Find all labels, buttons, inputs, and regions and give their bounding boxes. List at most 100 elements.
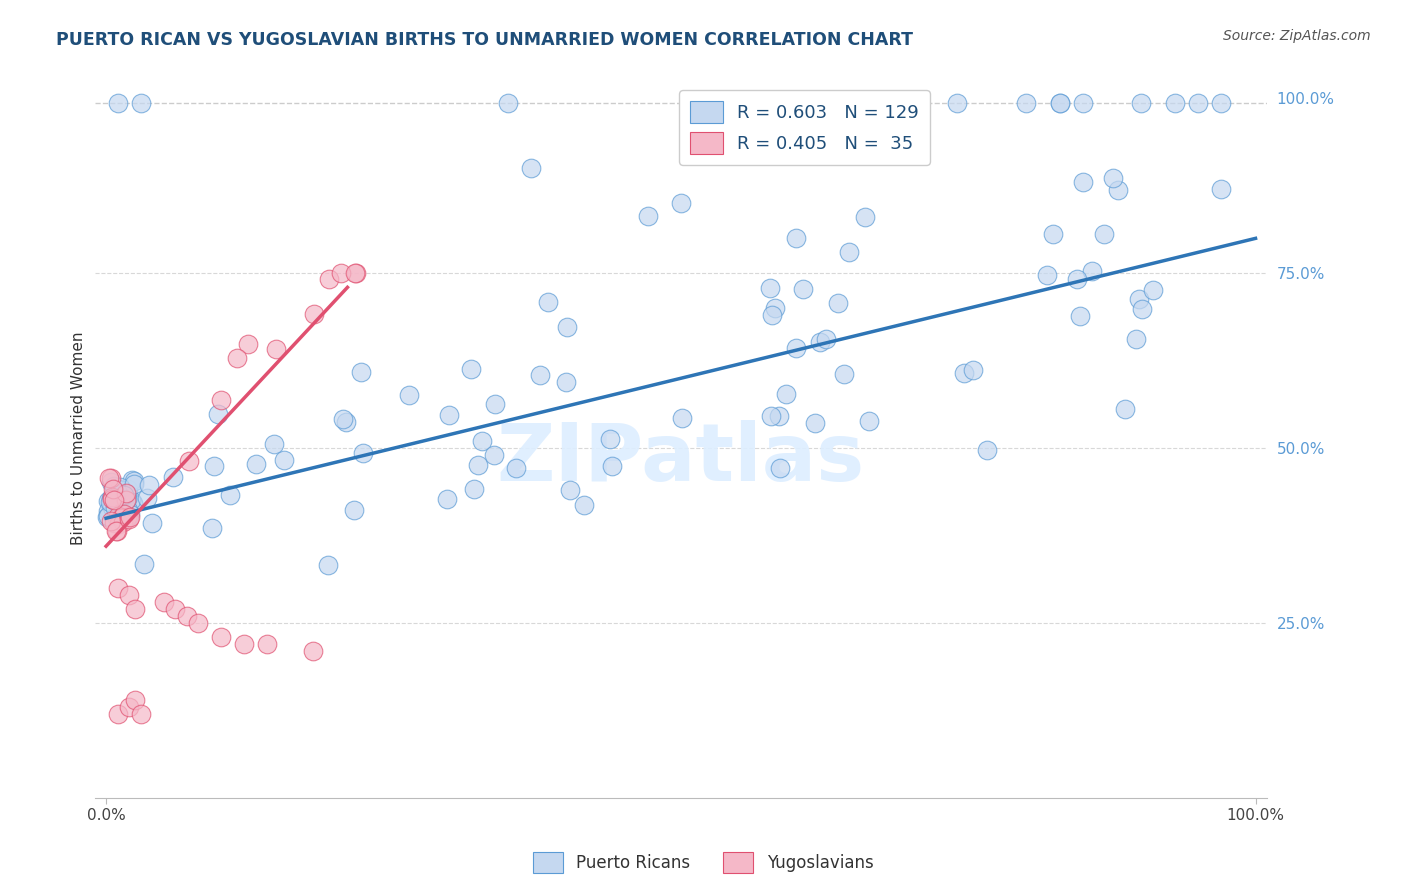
Point (814, 333, 837, 347)
Point (100, 495, 122, 509)
Point (120, 493, 142, 508)
Point (117, 482, 139, 496)
Point (105, 524, 128, 538)
Point (97, 509, 120, 524)
Point (177, 454, 200, 468)
Point (460, 362, 482, 376)
Point (1014, 96, 1036, 111)
Point (209, 392, 232, 407)
Point (599, 433, 621, 447)
Point (118, 700, 141, 714)
Point (96, 509, 118, 524)
Y-axis label: Births to Unmarried Women: Births to Unmarried Women (72, 331, 86, 544)
Point (105, 524, 128, 538)
Point (273, 452, 295, 467)
Point (233, 637, 256, 651)
Point (769, 461, 792, 475)
Point (110, 508, 132, 522)
Point (1130, 301, 1153, 316)
Point (1209, 182, 1232, 196)
Point (807, 96, 830, 111)
Point (398, 387, 420, 401)
Point (201, 521, 224, 535)
Point (129, 707, 152, 722)
Point (264, 342, 287, 356)
Point (117, 502, 139, 516)
Point (176, 609, 198, 624)
Point (124, 602, 146, 616)
Point (332, 412, 354, 426)
Point (785, 231, 807, 245)
Point (437, 408, 460, 422)
Point (1128, 293, 1150, 307)
Point (768, 409, 790, 424)
Point (114, 489, 136, 503)
Point (1102, 171, 1125, 186)
Point (103, 482, 125, 496)
Text: PUERTO RICAN VS YUGOSLAVIAN BIRTHS TO UNMARRIED WOMEN CORRELATION CHART: PUERTO RICAN VS YUGOSLAVIAN BIRTHS TO UN… (56, 31, 914, 49)
Point (236, 336, 259, 351)
Point (100, 475, 122, 489)
Point (1066, 272, 1088, 286)
Point (785, 341, 807, 355)
Point (350, 365, 373, 379)
Point (105, 493, 128, 508)
Point (101, 490, 124, 504)
Point (555, 375, 578, 389)
Point (226, 351, 249, 365)
Point (110, 480, 132, 494)
Point (100, 491, 122, 506)
Point (138, 477, 160, 491)
Point (1142, 284, 1164, 298)
Point (1129, 96, 1152, 111)
Point (114, 488, 136, 502)
Point (103, 492, 125, 507)
Point (671, 411, 693, 425)
Point (302, 644, 325, 658)
Point (352, 446, 374, 460)
Point (122, 474, 145, 488)
Point (1107, 183, 1129, 197)
Point (330, 266, 353, 280)
Point (110, 511, 132, 525)
Point (98, 471, 121, 485)
Point (1209, 96, 1232, 111)
Point (207, 408, 229, 422)
Point (112, 507, 135, 521)
Point (976, 443, 998, 458)
Point (1069, 309, 1091, 323)
Point (344, 266, 367, 280)
Point (132, 557, 155, 571)
Point (115, 492, 138, 507)
Point (1114, 402, 1136, 417)
Point (529, 368, 551, 383)
Point (104, 500, 127, 515)
Point (263, 437, 285, 451)
Point (256, 637, 278, 651)
Point (100, 471, 122, 485)
Point (121, 496, 143, 510)
Point (135, 491, 157, 506)
Point (759, 280, 782, 294)
Point (100, 491, 122, 505)
Point (112, 493, 135, 508)
Point (1071, 96, 1094, 111)
Point (1071, 175, 1094, 189)
Point (792, 282, 814, 296)
Point (117, 510, 139, 524)
Text: Source: ZipAtlas.com: Source: ZipAtlas.com (1223, 29, 1371, 43)
Point (187, 616, 209, 631)
Point (115, 486, 138, 500)
Point (945, 96, 967, 111)
Point (810, 335, 832, 350)
Point (100, 500, 122, 514)
Point (117, 486, 139, 500)
Point (129, 96, 152, 111)
Point (482, 448, 505, 462)
Point (1049, 96, 1071, 111)
Point (343, 266, 366, 280)
Point (436, 491, 458, 506)
Point (122, 476, 145, 491)
Point (122, 497, 145, 511)
Point (572, 498, 595, 512)
